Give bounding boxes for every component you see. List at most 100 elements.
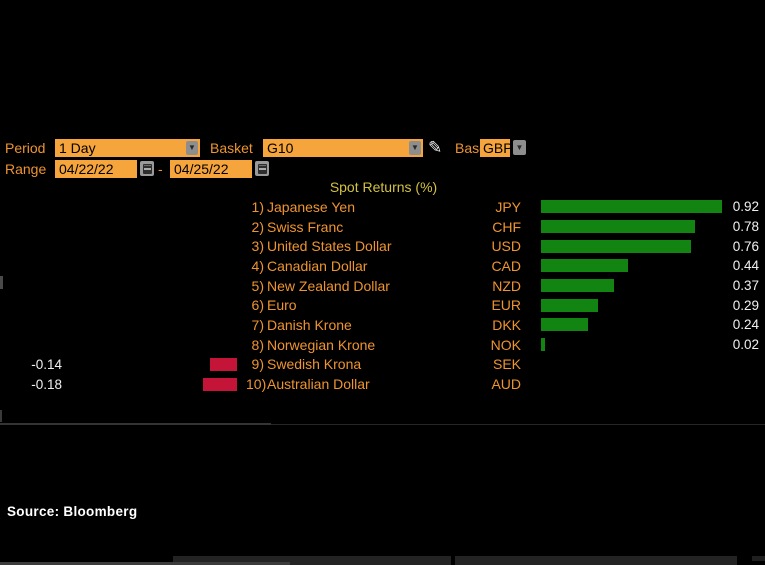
range-end-input[interactable]: 04/25/22 <box>170 160 252 178</box>
calendar-glyph <box>257 163 267 174</box>
currency-name-cell: 6) Euro <box>246 297 485 313</box>
bar-positive <box>541 200 722 214</box>
chart-row[interactable]: 1) Japanese Yen JPY 0.92 <box>0 197 765 217</box>
currency-ticker: NOK <box>490 336 521 353</box>
range-end-calendar-icon[interactable] <box>255 161 269 176</box>
chart-row[interactable]: 8) Norwegian Krone NOK 0.02 <box>0 335 765 355</box>
currency-name: Japanese Yen <box>267 198 355 215</box>
edit-basket-pencil-icon[interactable]: ✎ <box>428 138 443 157</box>
positive-bar-zone <box>541 197 725 217</box>
currency-name: Norwegian Krone <box>267 336 376 353</box>
panel-divider <box>0 424 765 425</box>
chart-row[interactable]: -0.18 10) Australian Dollar AUD <box>0 374 765 394</box>
left-edge-fragment <box>0 276 3 289</box>
positive-bar-zone <box>541 335 725 355</box>
base-label: Base <box>455 140 487 156</box>
basket-dropdown-arrow-icon[interactable]: ▼ <box>409 141 421 155</box>
range-start-input[interactable]: 04/22/22 <box>55 160 137 178</box>
base-currency-field[interactable]: GBP <box>480 139 513 157</box>
positive-bar-zone <box>541 217 725 237</box>
currency-name: United States Dollar <box>267 238 392 255</box>
chart-row[interactable]: 4) Canadian Dollar CAD 0.44 <box>0 256 765 276</box>
negative-bar-zone <box>62 295 237 315</box>
bar-positive <box>541 279 614 293</box>
positive-value-label: 0.78 <box>732 219 759 235</box>
currency-name-cell: 10) Australian Dollar <box>246 376 485 392</box>
chart-row[interactable]: 7) Danish Krone DKK 0.24 <box>0 315 765 335</box>
bar-positive <box>541 239 691 253</box>
currency-ticker: CHF <box>492 218 521 235</box>
positive-bar-zone <box>541 256 725 276</box>
chart-row[interactable]: 6) Euro EUR 0.29 <box>0 295 765 315</box>
panel-divider-left <box>0 423 271 425</box>
chart-row[interactable]: 2) Swiss Franc CHF 0.78 <box>0 217 765 237</box>
row-number: 7) <box>251 316 264 333</box>
row-number: 5) <box>251 277 264 294</box>
currency-name-cell: 1) Japanese Yen <box>246 199 485 215</box>
currency-ticker: CAD <box>491 257 521 274</box>
chart-row[interactable]: 3) United States Dollar USD 0.76 <box>0 236 765 256</box>
chart-row[interactable]: -0.14 9) Swedish Krona SEK <box>0 355 765 375</box>
period-dropdown-arrow-icon[interactable]: ▼ <box>186 141 198 155</box>
row-number: 3) <box>251 238 264 255</box>
taskbar-segment[interactable] <box>455 556 737 565</box>
taskbar-segment[interactable] <box>752 556 765 561</box>
negative-bar-zone <box>62 276 237 296</box>
bar-positive <box>541 259 628 273</box>
bar-positive <box>541 298 598 312</box>
row-number: 8) <box>251 336 264 353</box>
range-separator: - <box>158 161 163 177</box>
currency-ticker: JPY <box>495 198 521 215</box>
positive-value-label: 0.02 <box>732 337 759 353</box>
row-number: 2) <box>251 218 264 235</box>
currency-name-cell: 3) United States Dollar <box>246 238 485 254</box>
positive-value-label: 0.76 <box>732 238 759 254</box>
negative-bar-zone <box>62 355 237 375</box>
positive-bar-zone <box>541 355 725 375</box>
currency-name: Euro <box>267 297 297 314</box>
currency-name-cell: 7) Danish Krone <box>246 317 485 333</box>
currency-name-cell: 2) Swiss Franc <box>246 219 485 235</box>
basket-dropdown[interactable]: G10 <box>263 139 423 157</box>
currency-name-cell: 8) Norwegian Krone <box>246 337 485 353</box>
chart-row[interactable]: 5) New Zealand Dollar NZD 0.37 <box>0 276 765 296</box>
left-edge-fragment <box>0 410 2 422</box>
currency-ticker: USD <box>491 238 521 255</box>
currency-ticker: SEK <box>492 356 521 373</box>
bar-negative <box>210 357 237 371</box>
bar-positive <box>541 338 545 352</box>
period-dropdown[interactable]: 1 Day <box>55 139 200 157</box>
positive-value-label: 0.37 <box>732 278 759 294</box>
currency-name: Danish Krone <box>267 316 352 333</box>
currency-name: Swiss Franc <box>267 218 344 235</box>
currency-ticker: EUR <box>491 297 521 314</box>
positive-bar-zone <box>541 276 725 296</box>
currency-name-cell: 9) Swedish Krona <box>246 356 485 372</box>
positive-bar-zone <box>541 236 725 256</box>
currency-name: New Zealand Dollar <box>267 277 390 294</box>
positive-value-label: 0.44 <box>732 258 759 274</box>
taskbar-segment[interactable] <box>173 556 451 565</box>
negative-bar-zone <box>62 335 237 355</box>
negative-bar-zone <box>62 236 237 256</box>
positive-value-label: 0.29 <box>732 297 759 313</box>
negative-bar-zone <box>62 315 237 335</box>
positive-value-label: 0.24 <box>732 317 759 333</box>
row-number: 4) <box>251 257 264 274</box>
window-edge-strip <box>0 562 290 565</box>
bar-positive <box>541 318 588 332</box>
negative-value-label: -0.18 <box>31 376 62 392</box>
currency-name: Canadian Dollar <box>267 257 368 274</box>
currency-ticker: AUD <box>491 376 521 393</box>
row-number: 1) <box>251 198 264 215</box>
basket-label: Basket <box>210 140 253 156</box>
negative-bar-zone <box>62 374 237 394</box>
currency-name: Australian Dollar <box>267 376 370 393</box>
range-start-calendar-icon[interactable] <box>140 161 154 176</box>
currency-name-cell: 5) New Zealand Dollar <box>246 278 485 294</box>
source-attribution: Source: Bloomberg <box>7 504 138 519</box>
calendar-glyph <box>142 163 152 174</box>
row-number: 9) <box>251 356 264 373</box>
base-dropdown-arrow-icon[interactable]: ▼ <box>513 140 526 155</box>
